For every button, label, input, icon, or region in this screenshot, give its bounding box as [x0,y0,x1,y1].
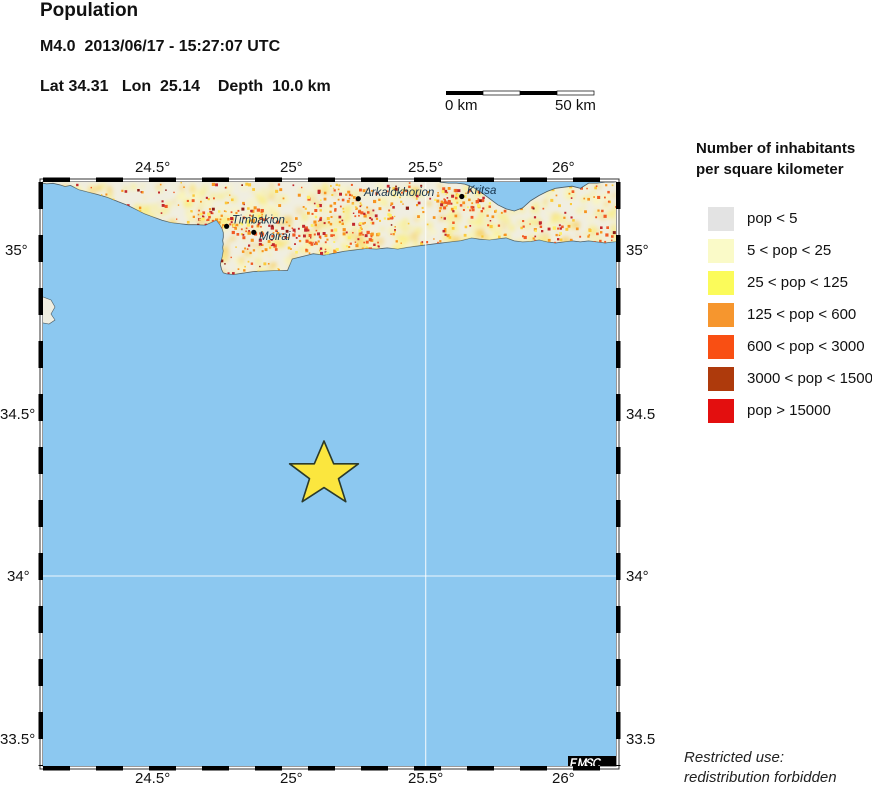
svg-text:Arkalokhorion: Arkalokhorion [363,187,434,199]
svg-text:Timbakion: Timbakion [232,215,285,227]
svg-text:Moirai: Moirai [259,231,291,243]
svg-text:Kritsa: Kritsa [467,185,496,197]
